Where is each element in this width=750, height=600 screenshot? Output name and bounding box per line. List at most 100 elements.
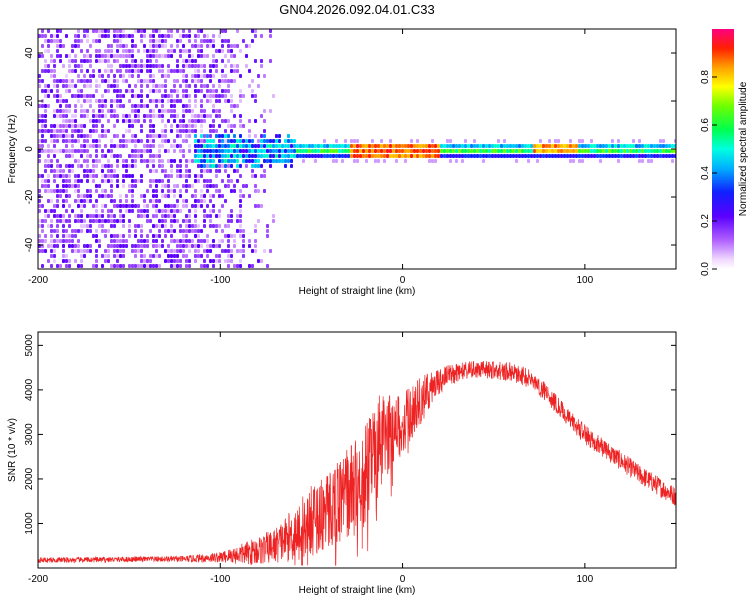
spectrogram-cell <box>392 149 395 153</box>
spectrogram-cell <box>170 99 173 103</box>
spectrogram-cell <box>182 104 185 108</box>
spectrogram-cell <box>140 264 143 268</box>
spectrogram-cell <box>116 134 119 138</box>
spectrogram-cell <box>38 149 41 153</box>
spectrogram-cell <box>569 159 572 163</box>
spectrogram-cell <box>200 74 203 78</box>
spectrogram-cell <box>119 219 122 223</box>
spectrogram-cell <box>140 154 143 158</box>
spectrogram-cell <box>215 244 218 248</box>
spectrogram-cell <box>92 159 95 163</box>
spectrogram-cell <box>77 264 80 268</box>
spectrogram-cell <box>161 44 164 48</box>
spectrogram-cell <box>221 164 224 168</box>
spectrogram-cell <box>419 149 422 153</box>
spectrogram-cell <box>140 59 143 63</box>
spectrogram-cell <box>173 49 176 53</box>
spectrogram-cell <box>182 139 185 143</box>
spectrogram-cell <box>254 29 257 33</box>
spectrogram-cell <box>182 244 185 248</box>
spectrogram-cell <box>194 194 197 198</box>
spectrogram-cell <box>134 44 137 48</box>
spectrogram-cell <box>209 129 212 133</box>
spectrogram-cell <box>263 144 266 148</box>
spectrogram-cell <box>170 114 173 118</box>
spectrogram-cell <box>182 239 185 243</box>
spectrogram-cell <box>245 164 248 168</box>
spectrogram-cell <box>98 109 101 113</box>
spectrogram-cell <box>233 54 236 58</box>
spectrogram-cell <box>221 134 224 138</box>
spectrogram-cell <box>200 174 203 178</box>
spectrogram-cell <box>62 99 65 103</box>
spectrogram-cell <box>206 99 209 103</box>
spectrogram-cell <box>218 224 221 228</box>
spectrogram-cell <box>665 154 668 158</box>
spectrogram-cell <box>104 144 107 148</box>
spectrogram-cell <box>125 119 128 123</box>
spectrogram-cell <box>227 264 230 268</box>
spectrogram-cell <box>404 159 407 163</box>
spectrogram-cell <box>179 259 182 263</box>
spectrogram-cell <box>206 179 209 183</box>
spectrogram-cell <box>77 184 80 188</box>
spectrogram-cell <box>200 124 203 128</box>
spectrogram-cell <box>125 174 128 178</box>
spectrogram-cell <box>119 54 122 58</box>
spectrogram-cell <box>257 154 260 158</box>
spectrogram-cell <box>197 254 200 258</box>
spectrogram-cell <box>266 234 269 238</box>
spectrogram-cell <box>251 29 254 33</box>
spectrogram-cell <box>614 149 617 153</box>
spectrogram-cell <box>224 199 227 203</box>
spectrogram-cell <box>134 234 137 238</box>
spectrogram-cell <box>194 204 197 208</box>
spectrogram-cell <box>284 149 287 153</box>
spectrogram-cell <box>101 224 104 228</box>
spectrogram-cell <box>554 144 557 148</box>
spectrogram-cell <box>77 194 80 198</box>
spectrogram-cell <box>47 64 50 68</box>
spectrogram-cell <box>116 119 119 123</box>
spectrogram-cell <box>224 134 227 138</box>
spectrogram-cell <box>203 139 206 143</box>
spectrogram-cell <box>41 139 44 143</box>
spectrogram-cell <box>218 209 221 213</box>
spectrogram-cell <box>212 59 215 63</box>
spectrogram-cell <box>230 99 233 103</box>
spectrogram-cell <box>101 154 104 158</box>
spectrogram-cell <box>44 184 47 188</box>
spectrogram-cell <box>236 144 239 148</box>
spectrogram-cell <box>59 104 62 108</box>
spectrogram-cell <box>125 144 128 148</box>
spectrogram-cell <box>176 254 179 258</box>
spectrogram-cell <box>443 154 446 158</box>
spectrogram-cell <box>113 124 116 128</box>
spectrogram-cell <box>158 84 161 88</box>
spectrogram-cell <box>95 219 98 223</box>
spectrogram-cell <box>89 44 92 48</box>
spectrogram-cell <box>173 264 176 268</box>
spectrogram-cell <box>212 204 215 208</box>
spectrogram-cell <box>71 49 74 53</box>
spectrogram-cell <box>563 144 566 148</box>
spectrogram-cell <box>158 109 161 113</box>
spectrogram-cell <box>95 59 98 63</box>
spectrogram-cell <box>518 144 521 148</box>
spectrogram-cell <box>410 154 413 158</box>
spectrogram-cell <box>149 159 152 163</box>
spectrogram-cell <box>83 169 86 173</box>
spectrogram-cell <box>89 74 92 78</box>
spectrogram-cell <box>236 64 239 68</box>
spectrogram-cell <box>203 39 206 43</box>
spectrogram-cell <box>320 144 323 148</box>
spectrogram-cell <box>113 54 116 58</box>
spectrogram-cell <box>227 154 230 158</box>
spectrogram-cell <box>74 114 77 118</box>
spectrogram-cell <box>65 109 68 113</box>
spectrogram-cell <box>338 144 341 148</box>
spectrogram-cell <box>107 149 110 153</box>
spectrogram-cell <box>182 199 185 203</box>
spectrogram-cell <box>635 149 638 153</box>
spectrogram-cell <box>164 184 167 188</box>
